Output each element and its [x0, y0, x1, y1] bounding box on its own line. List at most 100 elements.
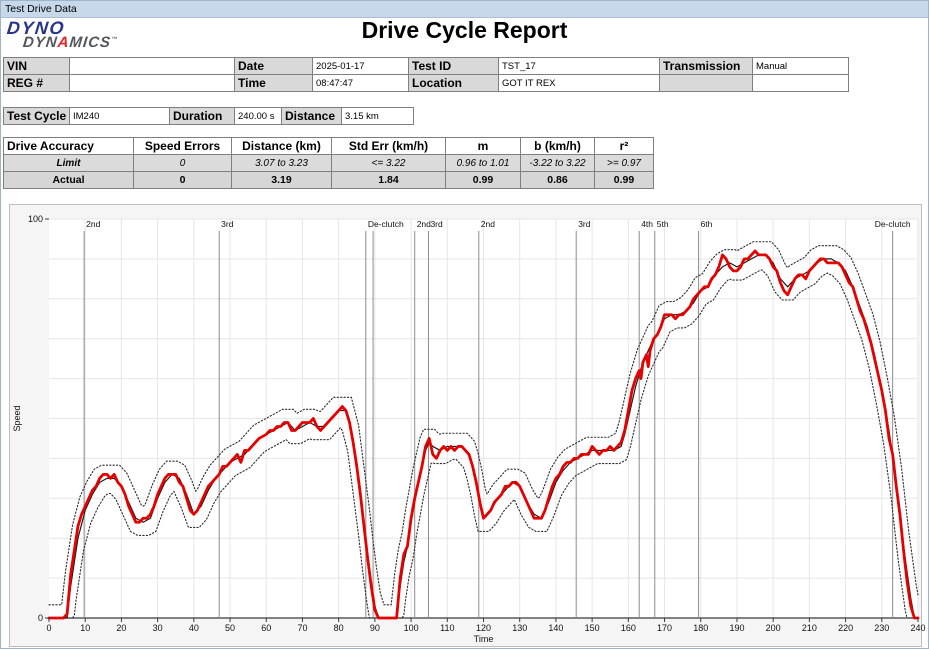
- date-value: 2025-01-17: [312, 57, 409, 75]
- limit-m: 0.96 to 1.01: [445, 154, 521, 172]
- vin-label: VIN: [3, 57, 70, 75]
- x-tick-label: 40: [189, 623, 199, 633]
- x-tick-label: 110: [440, 623, 454, 633]
- gear-marker-label: 3rd: [578, 219, 591, 229]
- x-tick-label: 120: [476, 623, 491, 633]
- drive-cycle-chart-svg: 0 10 20 30 40 50 60 70 80 90 100 110 120 130 140 150 160…: [12, 214, 926, 644]
- accuracy-header-speed-errors: Speed Errors: [133, 137, 232, 155]
- x-axis-title: Time: [474, 634, 494, 644]
- actual-m: 0.99: [445, 171, 521, 189]
- y-tick-label: 0: [38, 613, 43, 623]
- x-tick-label: 100: [404, 623, 419, 633]
- header-row-1: VIN Date 2025-01-17 Test ID TST_17 Trans…: [3, 57, 849, 75]
- dyno-dynamics-logo: DYNO DYNAMICS™: [6, 18, 167, 51]
- x-tick-label: 210: [802, 623, 817, 633]
- duration-value: 240.00 s: [234, 107, 282, 125]
- axis-labels: 0 10 20 30 40 50 60 70 80 90 100 110 120 130 140 150 160…: [12, 214, 926, 644]
- limit-b: -3.22 to 3.22: [520, 154, 595, 172]
- drive-cycle-chart: 0 10 20 30 40 50 60 70 80 90 100 110 120 130 140 150 160…: [9, 204, 926, 647]
- accuracy-header-r2: r²: [594, 137, 654, 155]
- x-tick-label: 70: [297, 623, 307, 633]
- distance-value: 3.15 km: [341, 107, 414, 125]
- gear-marker-label: 5th: [657, 219, 669, 229]
- distance-label: Distance: [281, 107, 342, 125]
- test-id-value: TST_17: [498, 57, 660, 75]
- time-label: Time: [234, 74, 313, 92]
- actual-distance: 3.19: [231, 171, 332, 189]
- accuracy-header-distance: Distance (km): [231, 137, 332, 155]
- actual-speed-errors: 0: [133, 171, 232, 189]
- gear-marker-label: 3rd: [430, 219, 443, 229]
- x-tick-label: 230: [874, 623, 889, 633]
- test-cycle-row: Test Cycle IM240 Duration 240.00 s Dista…: [3, 107, 414, 125]
- limit-std-err: <= 3.22: [331, 154, 446, 172]
- time-value: 08:47:47: [312, 74, 409, 92]
- location-label: Location: [408, 74, 499, 92]
- accuracy-header-std-err: Std Err (km/h): [331, 137, 446, 155]
- gear-marker-label: De-clutch: [368, 219, 404, 229]
- accuracy-header-m: m: [445, 137, 521, 155]
- test-cycle-value: IM240: [69, 107, 170, 125]
- limit-distance: 3.07 to 3.23: [231, 154, 332, 172]
- gear-marker-label: 2nd: [481, 219, 495, 229]
- x-tick-label: 0: [46, 623, 51, 633]
- duration-label: Duration: [169, 107, 235, 125]
- empty-value-cell: [752, 74, 849, 92]
- actual-r2: 0.99: [594, 171, 654, 189]
- reg-value: [69, 74, 235, 92]
- x-tick-label: 80: [334, 623, 344, 633]
- trademark-symbol: ™: [110, 37, 119, 43]
- drive-accuracy-table: Drive Accuracy Speed Errors Distance (km…: [3, 137, 654, 189]
- x-tick-label: 10: [80, 623, 90, 633]
- x-tick-label: 170: [657, 623, 672, 633]
- accuracy-header-b: b (km/h): [520, 137, 595, 155]
- gear-marker-label: 6th: [701, 219, 713, 229]
- x-tick-label: 180: [693, 623, 708, 633]
- limit-speed-errors: 0: [133, 154, 232, 172]
- actual-row-label: Actual: [3, 171, 134, 189]
- x-tick-label: 240: [910, 623, 925, 633]
- lower-tolerance-line: [48, 269, 919, 619]
- accuracy-header-title: Drive Accuracy: [3, 137, 134, 155]
- accuracy-header-row: Drive Accuracy Speed Errors Distance (km…: [3, 137, 654, 155]
- y-axis-title: Speed: [12, 405, 22, 431]
- gear-markers: [83, 231, 894, 618]
- page-title: Drive Cycle Report: [361, 17, 568, 43]
- x-tick-label: 50: [225, 623, 235, 633]
- x-tick-label: 190: [729, 623, 744, 633]
- y-tick-label: 100: [28, 214, 43, 224]
- limit-row-label: Limit: [3, 154, 134, 172]
- vin-value: [69, 57, 235, 75]
- x-tick-label: 130: [512, 623, 527, 633]
- x-tick-label: 30: [153, 623, 163, 633]
- reg-label: REG #: [3, 74, 70, 92]
- x-tick-label: 160: [621, 623, 636, 633]
- x-tick-label: 200: [766, 623, 781, 633]
- report-header-table: VIN Date 2025-01-17 Test ID TST_17 Trans…: [3, 57, 849, 92]
- transmission-label: Transmission: [659, 57, 753, 75]
- test-id-label: Test ID: [408, 57, 499, 75]
- x-tick-label: 60: [261, 623, 271, 633]
- x-tick-label: 150: [585, 623, 600, 633]
- test-cycle-label: Test Cycle: [3, 107, 70, 125]
- test-cycle-table: Test Cycle IM240 Duration 240.00 s Dista…: [3, 107, 414, 125]
- x-tick-label: 220: [838, 623, 853, 633]
- date-label: Date: [234, 57, 313, 75]
- x-tick-label: 20: [116, 623, 126, 633]
- actual-speed-line: [47, 249, 920, 620]
- header-row-2: REG # Time 08:47:47 Location GOT IT REX: [3, 74, 849, 92]
- gear-marker-label: 2nd: [86, 219, 100, 229]
- chart-gridlines: [49, 218, 919, 618]
- window-titlebar[interactable]: Test Drive Data: [1, 1, 928, 18]
- logo-line2: DYNAMICS™: [22, 34, 119, 51]
- x-tick-label: 90: [370, 623, 380, 633]
- gear-marker-label: 3rd: [221, 219, 234, 229]
- gear-marker-label: 2nd: [417, 219, 431, 229]
- empty-label-cell: [659, 74, 753, 92]
- actual-std-err: 1.84: [331, 171, 446, 189]
- accuracy-limit-row: Limit 0 3.07 to 3.23 <= 3.22 0.96 to 1.0…: [3, 154, 654, 172]
- x-tick-label: 140: [548, 623, 563, 633]
- limit-r2: >= 0.97: [594, 154, 654, 172]
- transmission-value: Manual: [752, 57, 849, 75]
